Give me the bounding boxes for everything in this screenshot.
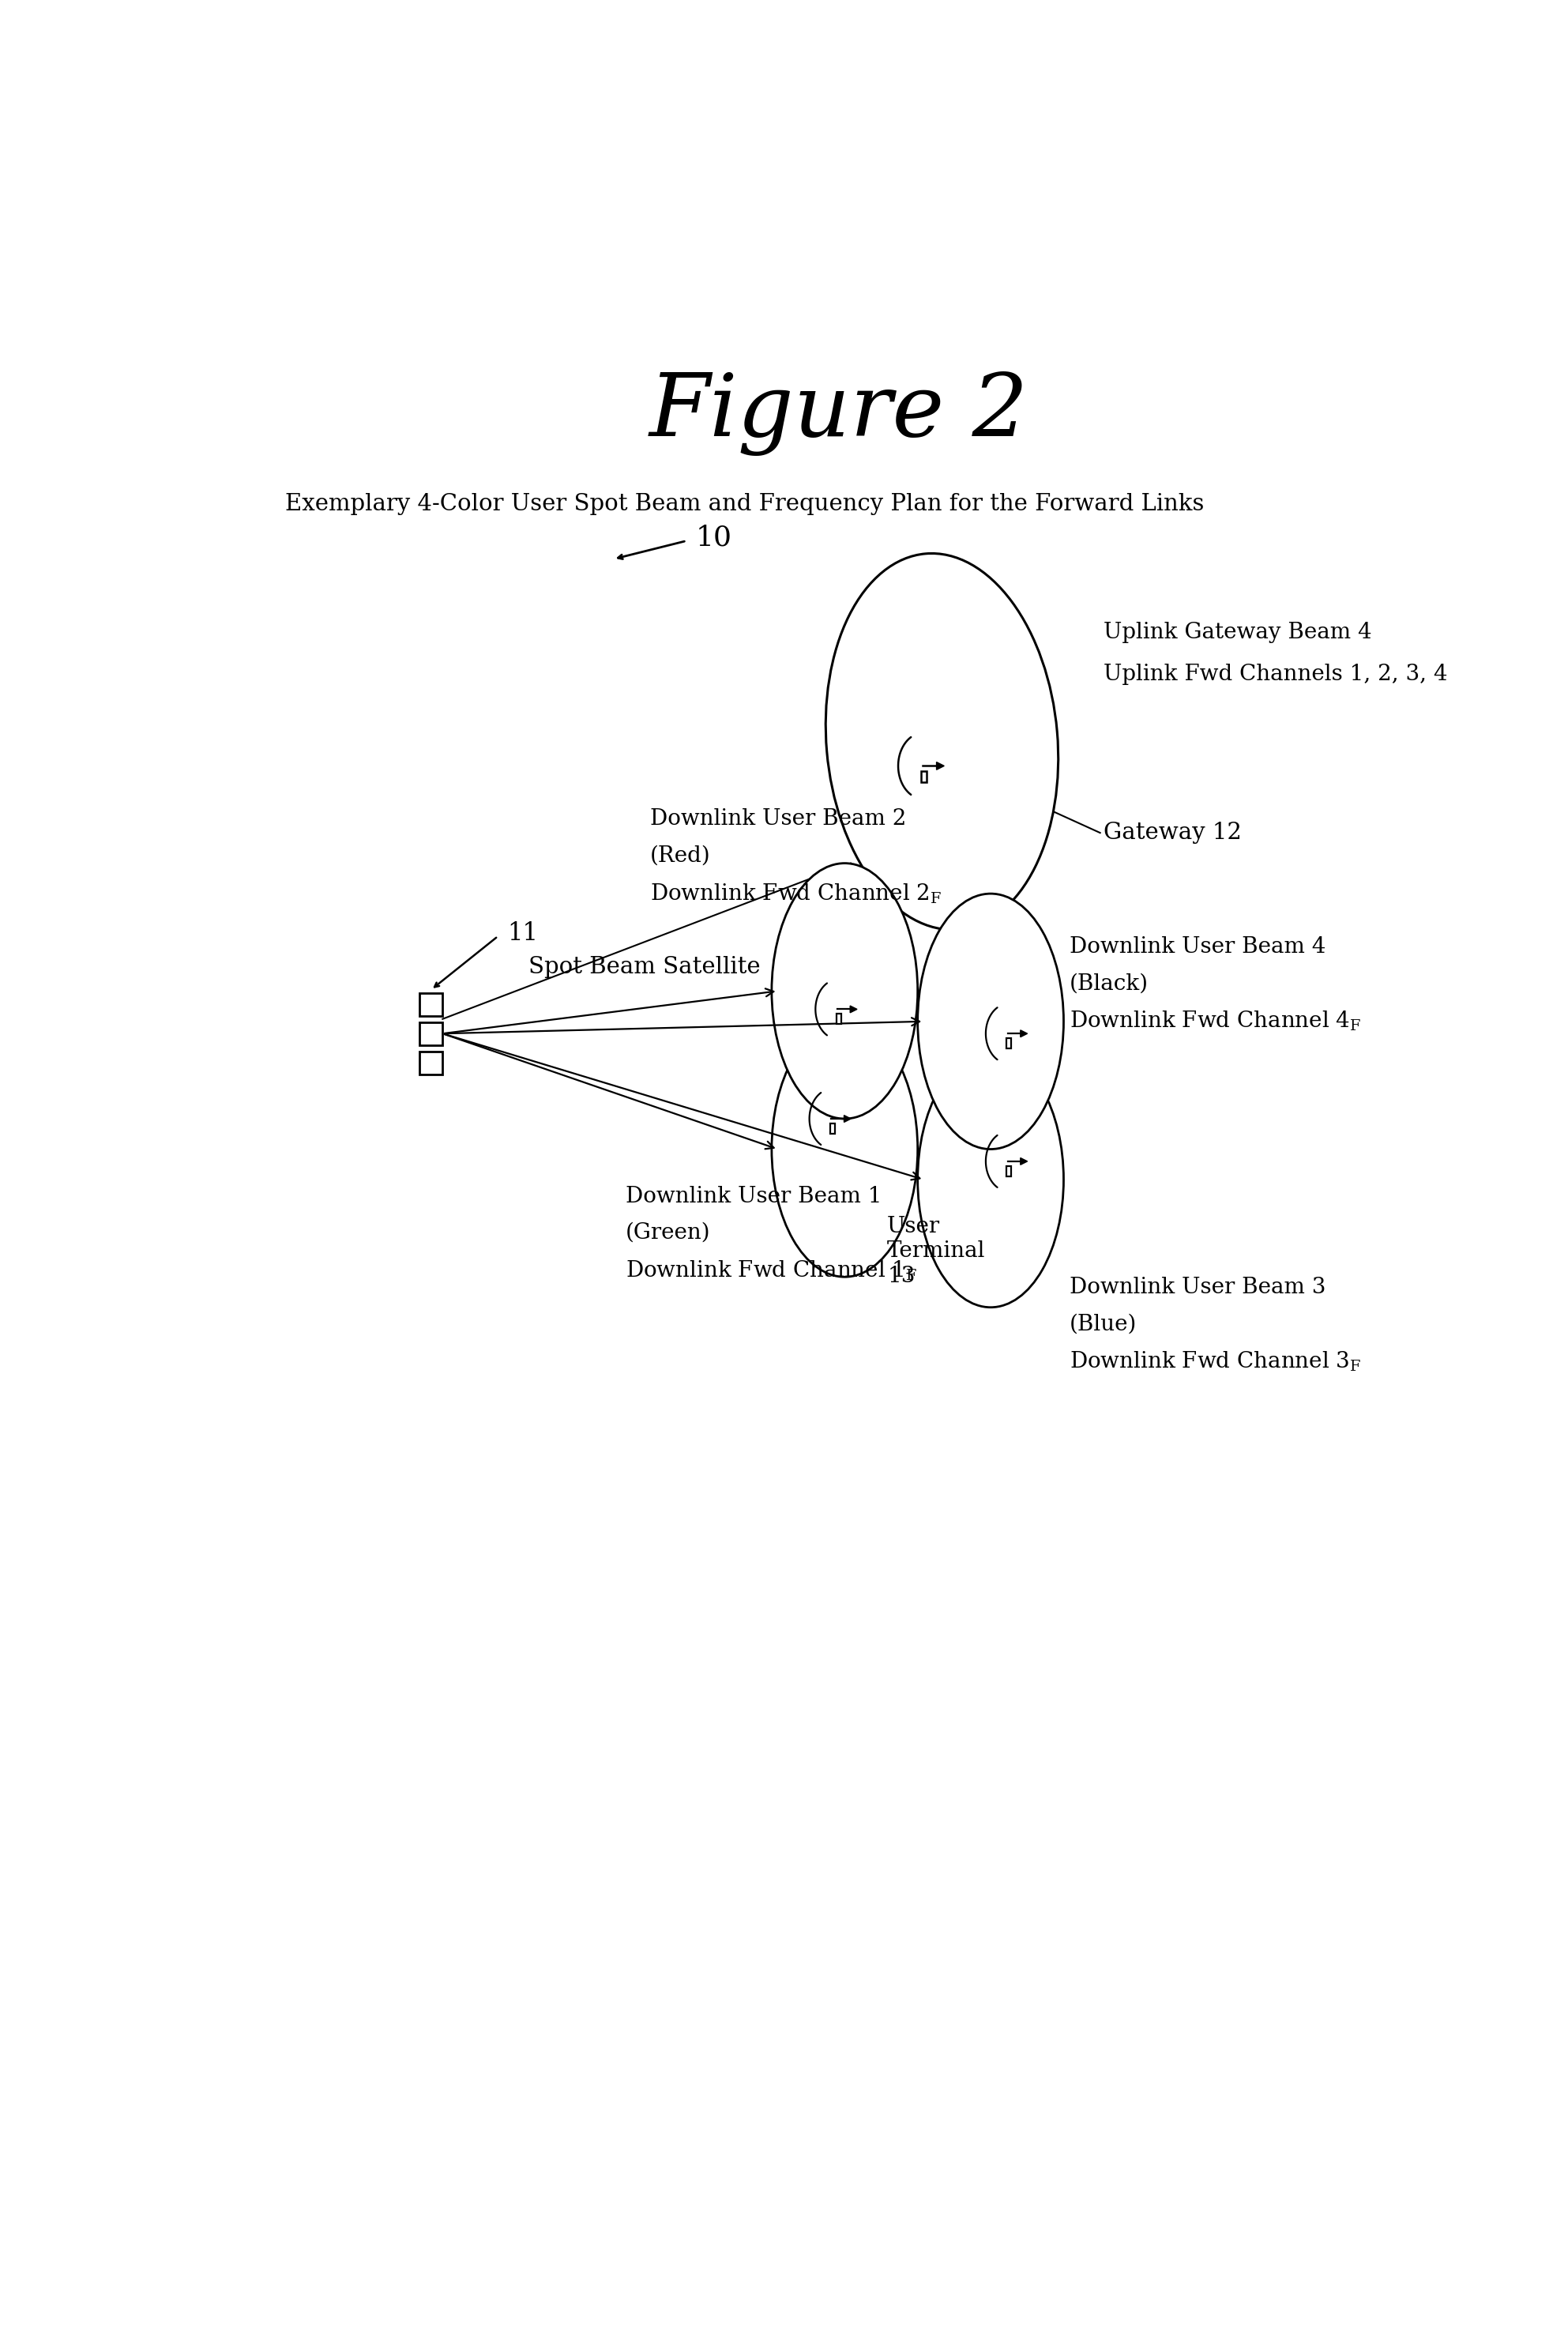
Text: Downlink User Beam 1: Downlink User Beam 1 [626, 1185, 883, 1206]
Bar [420, 1021, 442, 1045]
Polygon shape [844, 1115, 851, 1122]
Polygon shape [1021, 1031, 1027, 1038]
Bar [1007, 1166, 1011, 1176]
Text: Uplink Gateway Beam 4: Uplink Gateway Beam 4 [1104, 622, 1372, 643]
Text: 10: 10 [696, 523, 732, 552]
Ellipse shape [771, 1021, 917, 1276]
Text: (Black): (Black) [1069, 972, 1149, 993]
Bar [420, 993, 442, 1017]
Bar [920, 771, 927, 783]
Ellipse shape [917, 1052, 1063, 1306]
Text: User
Terminal
13: User Terminal 13 [887, 1215, 986, 1288]
Text: Downlink Fwd Channel 3$_{\mathregular{F}}$: Downlink Fwd Channel 3$_{\mathregular{F}… [1069, 1351, 1361, 1374]
Text: Downlink User Beam 2: Downlink User Beam 2 [651, 809, 906, 830]
Text: (Red): (Red) [651, 846, 710, 867]
Text: Downlink User Beam 4: Downlink User Beam 4 [1069, 937, 1327, 958]
Text: (Green): (Green) [626, 1222, 710, 1243]
Polygon shape [1021, 1157, 1027, 1164]
Text: 11: 11 [506, 921, 538, 946]
Bar [829, 1124, 834, 1133]
Ellipse shape [826, 554, 1058, 930]
Text: Gateway 12: Gateway 12 [1104, 823, 1242, 844]
Bar [1007, 1038, 1011, 1049]
Polygon shape [936, 762, 944, 769]
Text: Downlink Fwd Channel 4$_{\mathregular{F}}$: Downlink Fwd Channel 4$_{\mathregular{F}… [1069, 1010, 1361, 1033]
Ellipse shape [771, 862, 917, 1119]
Text: Spot Beam Satellite: Spot Beam Satellite [528, 956, 760, 977]
Text: Downlink Fwd Channel 2$_{\mathregular{F}}$: Downlink Fwd Channel 2$_{\mathregular{F}… [651, 881, 942, 904]
Bar [420, 1052, 442, 1075]
Bar [836, 1014, 840, 1024]
Text: Figure 2: Figure 2 [649, 372, 1029, 456]
Text: Downlink User Beam 3: Downlink User Beam 3 [1069, 1276, 1327, 1299]
Ellipse shape [917, 893, 1063, 1150]
Text: Downlink Fwd Channel 1$_{\mathregular{F}}$: Downlink Fwd Channel 1$_{\mathregular{F}… [626, 1260, 917, 1283]
Text: Uplink Fwd Channels 1, 2, 3, 4: Uplink Fwd Channels 1, 2, 3, 4 [1104, 664, 1447, 685]
Polygon shape [850, 1005, 858, 1012]
Text: (Blue): (Blue) [1069, 1313, 1137, 1334]
Text: Exemplary 4-Color User Spot Beam and Frequency Plan for the Forward Links: Exemplary 4-Color User Spot Beam and Fre… [285, 493, 1204, 516]
